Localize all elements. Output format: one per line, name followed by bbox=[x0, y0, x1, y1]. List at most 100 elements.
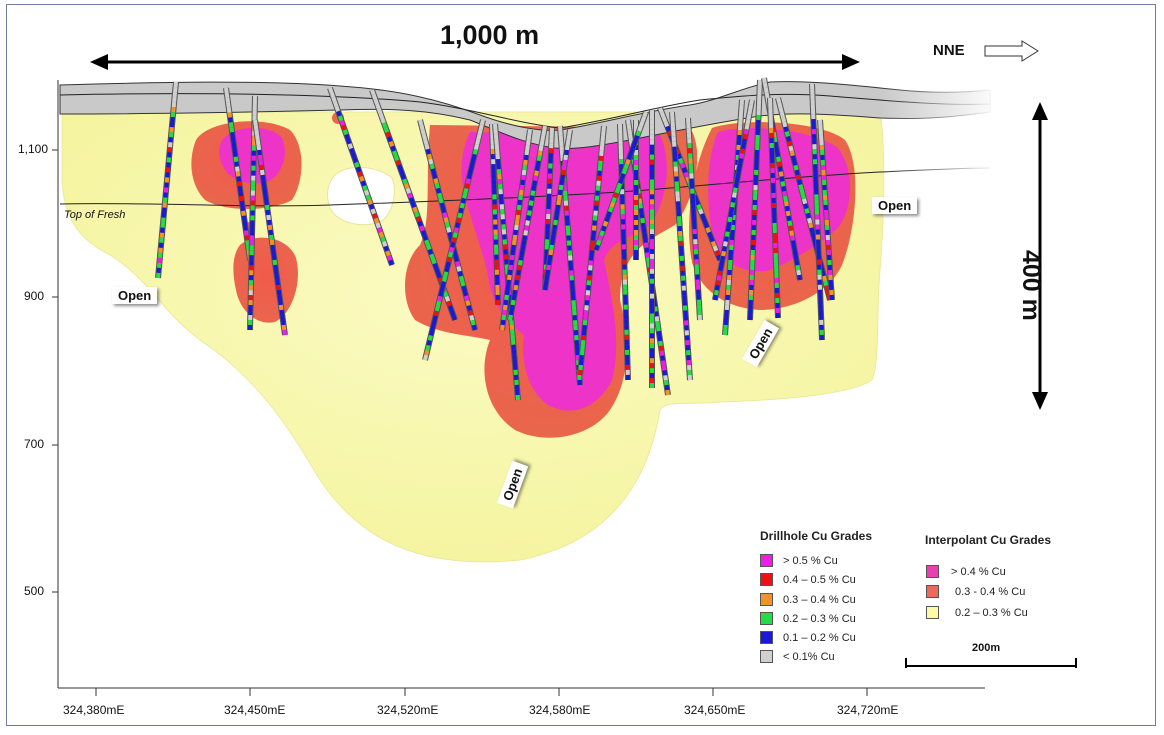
drillhole-interval bbox=[232, 151, 238, 158]
drillhole-interval bbox=[471, 324, 477, 331]
drillhole-interval bbox=[794, 259, 800, 266]
drillhole-interval bbox=[537, 150, 543, 157]
drillhole-interval bbox=[784, 131, 790, 137]
drillhole-interval bbox=[440, 281, 446, 288]
drillhole-interval bbox=[728, 211, 734, 218]
drillhole-interval bbox=[260, 174, 266, 181]
drillhole-interval bbox=[525, 139, 531, 146]
drillhole-interval bbox=[275, 279, 281, 286]
drillhole-interval bbox=[427, 335, 433, 341]
drillhole-interval bbox=[276, 289, 282, 296]
drillhole-interval bbox=[773, 141, 779, 148]
drillhole-interval bbox=[642, 111, 648, 118]
drillhole-interval bbox=[701, 217, 708, 224]
drillhole-interval bbox=[777, 166, 783, 172]
drillhole-interval bbox=[230, 136, 236, 143]
figure-frame bbox=[6, 4, 1156, 726]
drillhole-interval bbox=[280, 319, 286, 326]
drillhole-interval bbox=[425, 148, 431, 155]
drillhole-interval bbox=[604, 216, 610, 223]
drillhole-interval bbox=[443, 271, 449, 278]
legend-item: > 0.5 % Cu bbox=[760, 554, 838, 567]
drillhole-interval bbox=[509, 254, 515, 261]
legend-swatch bbox=[760, 612, 773, 625]
drillhole-interval bbox=[659, 111, 666, 118]
drillhole-interval bbox=[660, 355, 665, 361]
drillhole-interval bbox=[725, 226, 731, 233]
drillhole-interval bbox=[441, 207, 447, 214]
drillhole-interval bbox=[253, 124, 259, 131]
drillhole-interval bbox=[508, 314, 513, 321]
drillhole-interval bbox=[521, 174, 526, 181]
drillhole-interval bbox=[518, 254, 524, 261]
drillhole-interval bbox=[724, 231, 730, 237]
drillhole-interval bbox=[470, 319, 476, 326]
drillhole-interval bbox=[739, 153, 745, 159]
drillhole-interval bbox=[436, 300, 442, 307]
drillhole-interval bbox=[823, 280, 829, 287]
drillhole-interval bbox=[240, 205, 246, 212]
drillhole-interval bbox=[433, 178, 439, 184]
drillhole-interval bbox=[239, 200, 245, 207]
drillhole-interval bbox=[460, 197, 467, 204]
drillhole-interval bbox=[472, 148, 478, 155]
drillhole-interval bbox=[457, 212, 463, 219]
legend-label: 0.3 – 0.4 % Cu bbox=[783, 593, 856, 606]
axes bbox=[52, 80, 985, 696]
drillhole-interval bbox=[530, 190, 536, 196]
drillhole-interval bbox=[807, 217, 813, 224]
drillhole-interval bbox=[547, 254, 553, 261]
drillhole-interval bbox=[229, 127, 235, 133]
drillhole-interval bbox=[782, 121, 788, 128]
drillhole-interval bbox=[560, 174, 565, 181]
legend-item: < 0.1% Cu bbox=[760, 650, 835, 663]
drillhole-interval bbox=[245, 244, 251, 251]
drillhole-interval bbox=[456, 266, 462, 272]
drillhole-interval bbox=[535, 160, 541, 167]
drillhole-interval bbox=[696, 203, 702, 211]
open-label-east: Open bbox=[872, 197, 918, 214]
drillhole-interval bbox=[364, 189, 370, 196]
drillhole-interval bbox=[444, 295, 451, 302]
drillhole-interval bbox=[259, 169, 265, 176]
legend-swatch bbox=[760, 650, 773, 663]
drillhole-interval bbox=[430, 325, 436, 332]
legend-swatch bbox=[760, 554, 773, 567]
drillhole-interval bbox=[532, 180, 538, 187]
drillhole-interval bbox=[423, 139, 429, 145]
drillhole-interval bbox=[552, 224, 558, 231]
legend-swatch bbox=[926, 565, 939, 578]
drillhole-interval bbox=[520, 179, 525, 186]
drillhole-interval bbox=[271, 254, 277, 261]
drillhole-interval bbox=[255, 139, 261, 146]
drillhole-interval bbox=[253, 119, 258, 126]
drillhole-interval bbox=[694, 199, 701, 206]
drillhole-interval bbox=[357, 171, 363, 178]
drillhole-interval bbox=[237, 181, 242, 187]
drillhole-interval bbox=[460, 280, 466, 287]
drillhole-interval bbox=[427, 153, 433, 160]
drillhole-interval bbox=[395, 159, 401, 166]
drillhole-interval bbox=[514, 279, 520, 286]
drillhole-interval bbox=[373, 217, 380, 224]
drillhole-interval bbox=[799, 188, 805, 195]
drillhole-interval bbox=[561, 164, 567, 171]
drillhole-interval bbox=[719, 260, 725, 267]
drillhole-interval bbox=[439, 286, 445, 292]
drillhole-interval bbox=[531, 185, 537, 192]
drillholes bbox=[155, 77, 835, 401]
legend-item: 0.2 – 0.3 % Cu bbox=[760, 612, 856, 625]
drillhole-interval bbox=[778, 171, 784, 177]
drillhole-interval bbox=[709, 236, 715, 243]
drillhole-interval bbox=[658, 340, 663, 347]
drillhole-interval bbox=[731, 197, 736, 203]
drillhole-interval bbox=[683, 171, 690, 178]
drillhole-interval bbox=[349, 147, 355, 154]
drillhole-interval bbox=[779, 176, 785, 182]
drillhole-interval bbox=[810, 232, 816, 238]
drillhole-interval bbox=[412, 206, 418, 213]
drillhole-interval bbox=[513, 229, 518, 236]
drillhole-interval bbox=[808, 222, 814, 229]
drillhole-interval bbox=[441, 276, 448, 283]
drillhole-interval bbox=[226, 102, 231, 108]
